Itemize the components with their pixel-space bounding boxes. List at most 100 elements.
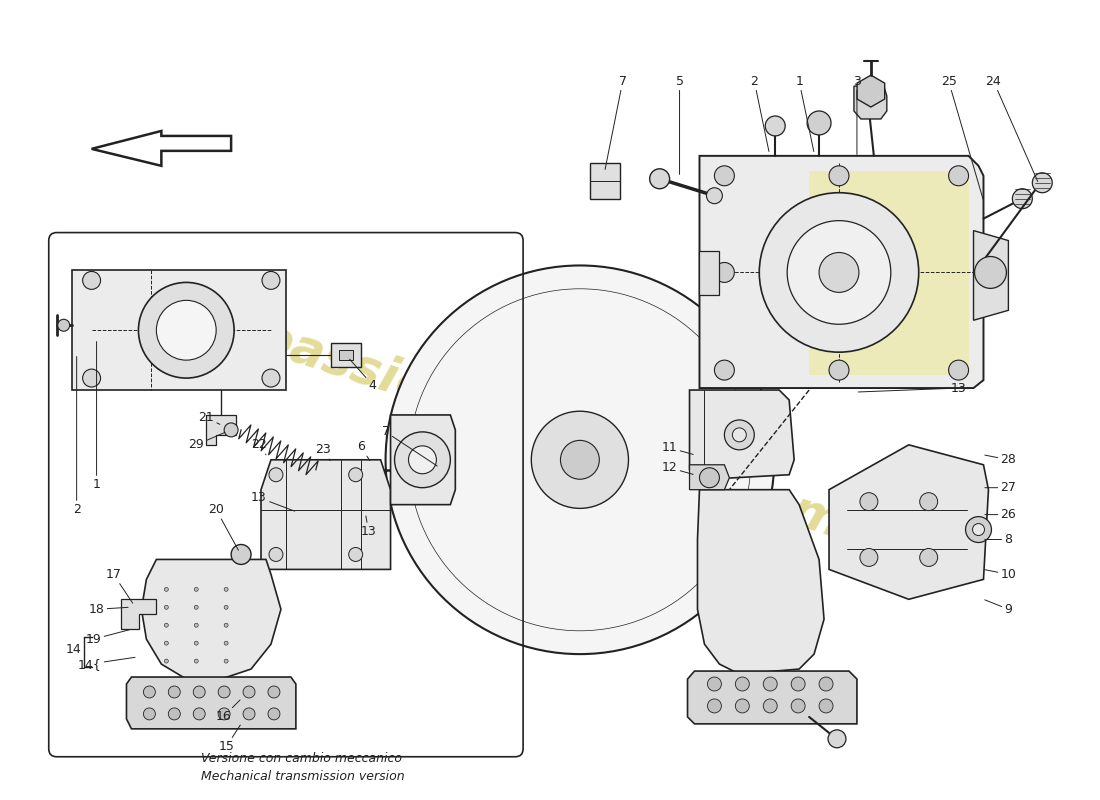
Text: 25: 25 — [940, 74, 983, 199]
Text: 13: 13 — [251, 491, 295, 511]
Polygon shape — [854, 86, 887, 119]
Text: 27: 27 — [984, 481, 1016, 494]
Polygon shape — [331, 343, 361, 367]
Circle shape — [948, 360, 968, 380]
Circle shape — [143, 686, 155, 698]
Polygon shape — [339, 350, 353, 360]
Circle shape — [714, 262, 735, 282]
Circle shape — [270, 547, 283, 562]
Circle shape — [262, 271, 279, 290]
Circle shape — [700, 468, 719, 488]
Circle shape — [386, 266, 774, 654]
Circle shape — [707, 677, 722, 691]
Circle shape — [338, 462, 354, 478]
Polygon shape — [142, 559, 280, 679]
Circle shape — [243, 708, 255, 720]
Circle shape — [143, 708, 155, 720]
Circle shape — [168, 708, 180, 720]
Circle shape — [650, 169, 670, 189]
Circle shape — [195, 659, 198, 663]
Polygon shape — [126, 677, 296, 729]
Text: 20: 20 — [208, 503, 239, 550]
Polygon shape — [590, 163, 619, 198]
Text: 22: 22 — [251, 438, 267, 455]
Polygon shape — [810, 170, 968, 375]
Circle shape — [224, 587, 228, 591]
Circle shape — [759, 193, 918, 352]
Circle shape — [966, 517, 991, 542]
Circle shape — [1012, 189, 1032, 209]
Circle shape — [829, 166, 849, 186]
Polygon shape — [857, 75, 884, 107]
Circle shape — [714, 360, 735, 380]
Text: passion for parts.com: passion for parts.com — [251, 312, 849, 548]
Circle shape — [531, 411, 628, 508]
Circle shape — [820, 677, 833, 691]
Circle shape — [725, 420, 755, 450]
Text: Versione con cambio meccanico: Versione con cambio meccanico — [201, 752, 403, 766]
Circle shape — [920, 493, 937, 510]
Circle shape — [561, 440, 600, 479]
Text: 11: 11 — [662, 442, 693, 454]
Text: 19: 19 — [86, 630, 130, 646]
Text: 6: 6 — [356, 440, 370, 461]
Polygon shape — [690, 390, 794, 480]
Polygon shape — [121, 599, 156, 630]
Circle shape — [791, 699, 805, 713]
Text: 4: 4 — [350, 359, 376, 391]
Text: 3: 3 — [852, 74, 861, 154]
Circle shape — [268, 686, 279, 698]
Circle shape — [1032, 173, 1053, 193]
Text: 24: 24 — [986, 74, 1037, 182]
Circle shape — [706, 188, 723, 204]
Circle shape — [224, 641, 228, 645]
Circle shape — [788, 221, 891, 324]
Circle shape — [395, 432, 450, 488]
Circle shape — [231, 545, 251, 565]
Circle shape — [349, 547, 363, 562]
Circle shape — [948, 166, 968, 186]
Circle shape — [164, 659, 168, 663]
Text: 14{: 14{ — [78, 658, 135, 670]
Text: 10: 10 — [984, 568, 1016, 581]
Text: 2: 2 — [750, 74, 769, 151]
Polygon shape — [829, 445, 989, 599]
Text: Mechanical transmission version: Mechanical transmission version — [201, 770, 405, 783]
Circle shape — [139, 282, 234, 378]
Text: 13: 13 — [858, 382, 967, 394]
Circle shape — [156, 300, 217, 360]
Circle shape — [82, 271, 100, 290]
Polygon shape — [91, 131, 231, 166]
Circle shape — [975, 257, 1006, 288]
Polygon shape — [974, 230, 1009, 320]
Circle shape — [807, 111, 830, 135]
Circle shape — [195, 641, 198, 645]
Text: 9: 9 — [984, 600, 1012, 616]
Text: 23: 23 — [315, 443, 331, 461]
Circle shape — [829, 360, 849, 380]
Circle shape — [860, 549, 878, 566]
Circle shape — [828, 730, 846, 748]
Text: 7: 7 — [605, 74, 627, 170]
Circle shape — [763, 699, 778, 713]
Circle shape — [164, 587, 168, 591]
Text: 29: 29 — [188, 433, 224, 451]
Text: 1: 1 — [795, 74, 814, 151]
Circle shape — [164, 606, 168, 610]
Circle shape — [164, 641, 168, 645]
Circle shape — [920, 549, 937, 566]
Circle shape — [268, 708, 279, 720]
Circle shape — [224, 659, 228, 663]
Circle shape — [218, 686, 230, 698]
Text: 2: 2 — [73, 357, 80, 516]
Text: 7: 7 — [382, 426, 437, 466]
Polygon shape — [688, 671, 857, 724]
Polygon shape — [690, 465, 729, 490]
Polygon shape — [697, 490, 824, 674]
Circle shape — [57, 319, 69, 331]
Text: 21: 21 — [198, 411, 220, 425]
Text: 15: 15 — [218, 725, 240, 754]
Circle shape — [168, 686, 180, 698]
Polygon shape — [700, 156, 983, 388]
Circle shape — [408, 446, 437, 474]
